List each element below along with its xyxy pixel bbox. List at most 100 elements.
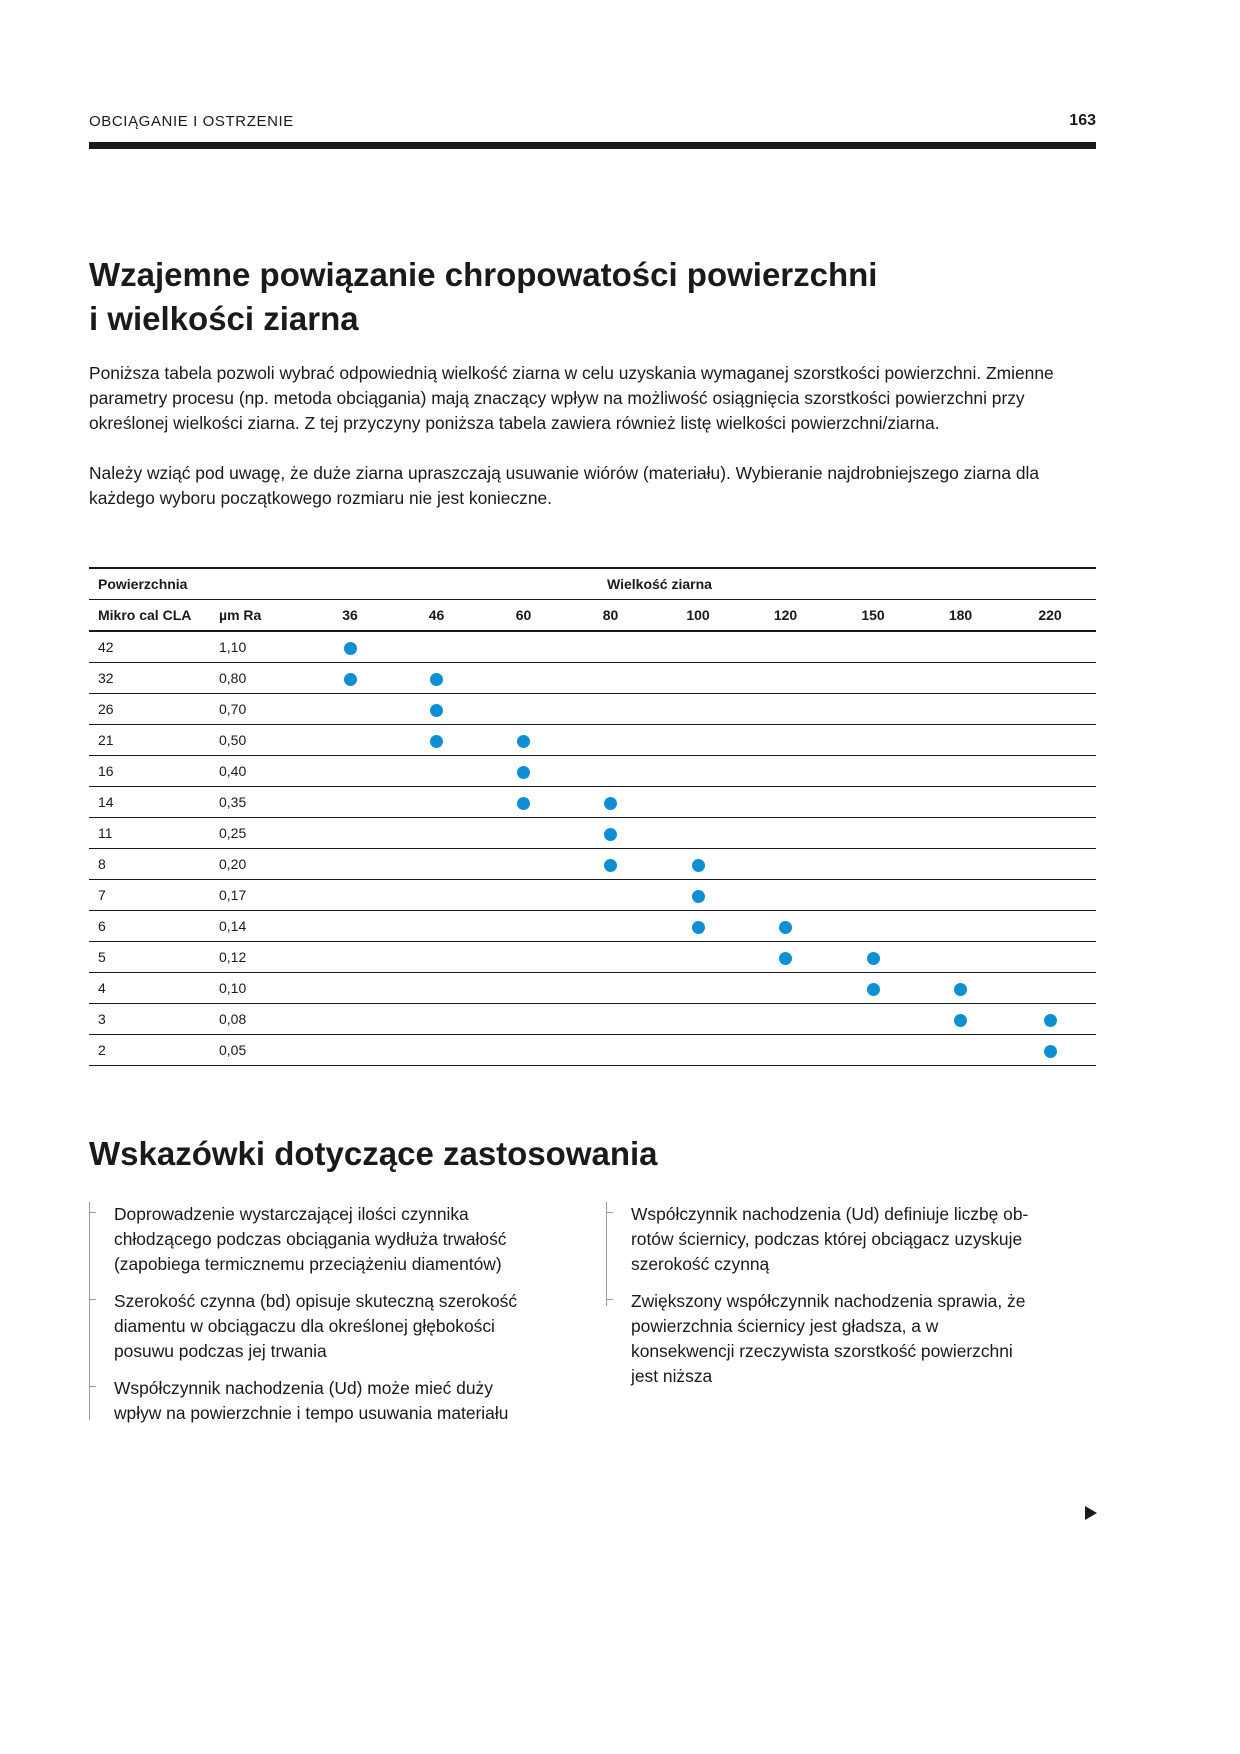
match-dot [430, 703, 443, 717]
cell-grit-220 [1004, 755, 1097, 787]
match-dot [604, 827, 617, 841]
cell-grit-220 [1004, 817, 1097, 849]
roughness-grain-table: Powierzchnia Wielkość ziarna Mikro cal C… [89, 567, 1097, 1066]
cell-ra: 0,80 [216, 662, 307, 694]
cell-grit-36 [307, 941, 393, 973]
cell-grit-180 [917, 879, 1004, 911]
table-row: 32 0,80 [89, 662, 1097, 694]
cell-ra: 0,35 [216, 786, 307, 818]
cell-grit-120 [742, 941, 829, 973]
cell-grit-100 [654, 755, 742, 787]
table-row: 7 0,17 [89, 879, 1097, 911]
cell-cla: 4 [89, 972, 216, 1004]
cell-grit-80 [567, 755, 654, 787]
tip-text: Współczynnik nachodzenia (Ud) może mieć … [114, 1378, 509, 1423]
table-row: 6 0,14 [89, 910, 1097, 942]
cell-grit-36 [307, 879, 393, 911]
match-dot [866, 982, 880, 996]
cell-grit-180 [917, 910, 1004, 942]
cell-grit-150 [829, 786, 917, 818]
cell-grit-150 [829, 1034, 917, 1066]
cell-grit-100 [654, 972, 742, 1004]
cell-grit-180 [917, 817, 1004, 849]
tip-text: Współczynnik nachodzenia (Ud) definiuje … [631, 1204, 1029, 1274]
cell-grit-150 [829, 1003, 917, 1035]
cell-grit-100 [654, 941, 742, 973]
cell-grit-36 [307, 972, 393, 1004]
cell-grit-180 [917, 1003, 1004, 1035]
cell-grit-120 [742, 1003, 829, 1035]
cell-grit-180 [917, 941, 1004, 973]
table-group-header: Powierzchnia Wielkość ziarna [89, 567, 1097, 600]
cell-grit-150 [829, 879, 917, 911]
cell-grit-80 [567, 972, 654, 1004]
match-dot [866, 951, 880, 965]
cell-grit-150 [829, 817, 917, 849]
cell-grit-180 [917, 786, 1004, 818]
bullet-tick [606, 1299, 613, 1300]
cell-grit-180 [917, 848, 1004, 880]
cell-grit-36 [307, 817, 393, 849]
col-header-grit: 120 [742, 599, 829, 632]
cell-grit-120 [742, 879, 829, 911]
match-dot [1043, 1044, 1057, 1058]
cell-grit-150 [829, 941, 917, 973]
cell-grit-220 [1004, 910, 1097, 942]
match-dot [954, 982, 967, 996]
cell-cla: 21 [89, 724, 216, 756]
col-header-grit: 60 [480, 599, 567, 632]
match-dot [517, 734, 530, 748]
cell-grit-220 [1004, 724, 1097, 756]
bullet-tick [606, 1212, 613, 1213]
cell-grit-120 [742, 755, 829, 787]
running-header: OBCIĄGANIE I OSTRZENIE 163 [89, 112, 1096, 133]
cell-grit-120 [742, 786, 829, 818]
table-row: 11 0,25 [89, 817, 1097, 849]
col-header-grit: 100 [654, 599, 742, 632]
cell-grit-36 [307, 910, 393, 942]
cell-grit-120 [742, 972, 829, 1004]
cell-grit-36 [307, 662, 393, 694]
cell-ra: 0,17 [216, 879, 307, 911]
cell-grit-80 [567, 848, 654, 880]
cell-grit-100 [654, 693, 742, 725]
cell-grit-46 [393, 910, 480, 942]
cell-grit-180 [917, 724, 1004, 756]
tip-text: Zwiększony współczynnik nachodzenia spra… [631, 1291, 1026, 1386]
col-header-ra: µm Ra [216, 599, 307, 632]
cell-grit-120 [742, 1034, 829, 1066]
match-dot [517, 796, 530, 810]
cell-grit-220 [1004, 879, 1097, 911]
cell-grit-100 [654, 724, 742, 756]
col-header-grit: 46 [393, 599, 480, 632]
cell-grit-60 [480, 848, 567, 880]
triangle-right-icon[interactable] [1085, 1506, 1097, 1520]
cell-grit-220 [1004, 662, 1097, 694]
cell-grit-46 [393, 941, 480, 973]
intro-paragraph-1: Poniższa tabela pozwoli wybrać odpowiedn… [89, 363, 1054, 433]
cell-ra: 0,20 [216, 848, 307, 880]
cell-grit-150 [829, 848, 917, 880]
cell-grit-46 [393, 724, 480, 756]
cell-grit-80 [567, 910, 654, 942]
col-header-grit: 150 [829, 599, 917, 632]
bullet-tick [89, 1299, 96, 1300]
cell-grit-220 [1004, 631, 1097, 663]
bullet-rail [606, 1202, 607, 1306]
cell-grit-80 [567, 1003, 654, 1035]
col-header-grit: 180 [917, 599, 1004, 632]
table-row: 21 0,50 [89, 724, 1097, 756]
cell-grit-36 [307, 1003, 393, 1035]
col-header-grit: 220 [1004, 599, 1097, 632]
cell-ra: 0,08 [216, 1003, 307, 1035]
match-dot [343, 672, 357, 686]
cell-cla: 6 [89, 910, 216, 942]
match-dot [779, 920, 792, 934]
match-dot [691, 858, 705, 872]
cell-cla: 3 [89, 1003, 216, 1035]
cell-ra: 0,10 [216, 972, 307, 1004]
match-dot [343, 641, 357, 655]
bullet-tick [89, 1212, 96, 1213]
cell-grit-60 [480, 786, 567, 818]
tip-text: Szerokość czynna (bd) opisuje skuteczną … [114, 1291, 518, 1361]
